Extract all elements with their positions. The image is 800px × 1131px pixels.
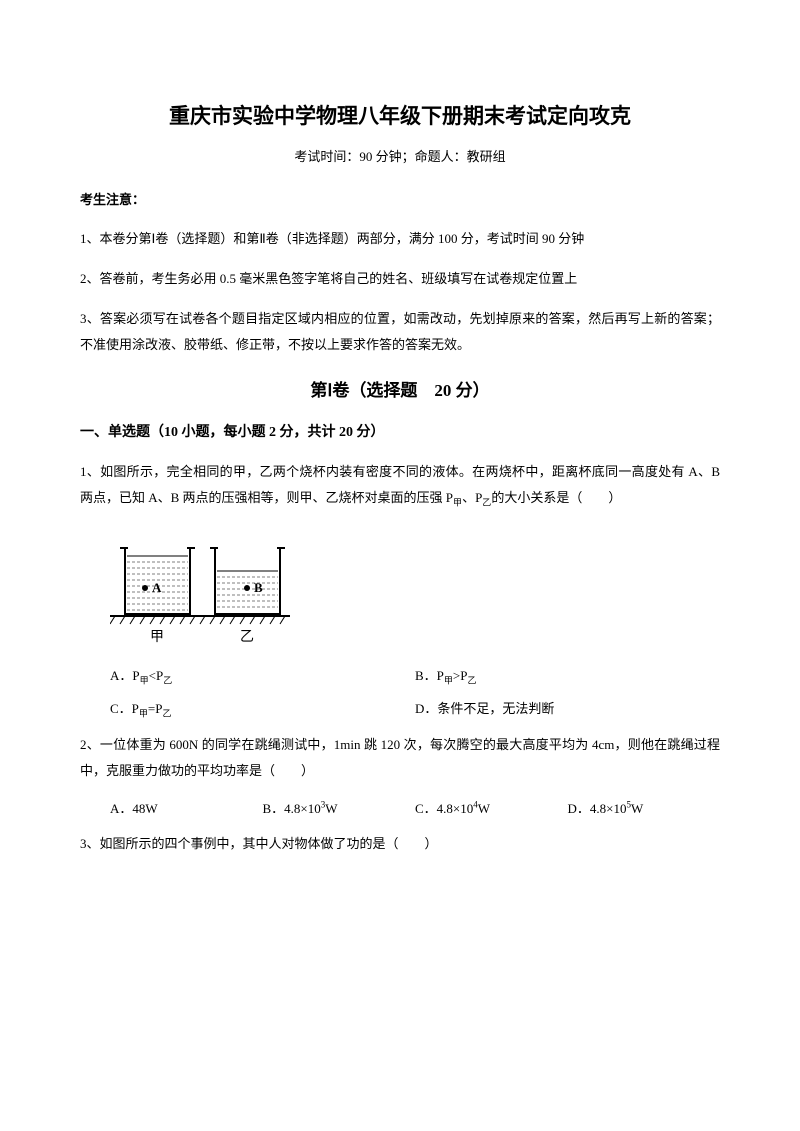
notice-header: 考生注意： [80,189,720,208]
q1-sub-yi: 乙 [482,498,491,508]
q1-option-c: C．P甲=P乙 [110,698,415,720]
question-2: 2、一位体重为 600N 的同学在跳绳测试中，1min 跳 120 次，每次腾空… [80,732,720,784]
q1-options-row-2: C．P甲=P乙 D．条件不足，无法判断 [80,698,720,720]
q1-text-part2: 、P [462,490,482,505]
q2-options: A．48W B．4.8×103W C．4.8×104W D．4.8×105W [80,798,720,817]
q1-option-b: B．P甲>P乙 [415,665,720,687]
beaker-yi: B [210,548,285,614]
beaker-label-yi: 乙 [240,629,254,645]
q1-option-a: A．P甲<P乙 [110,665,415,687]
hatching [110,616,285,624]
question-3: 3、如图所示的四个事例中，其中人对物体做了功的是（ ） [80,831,720,857]
q1-options-row-1: A．P甲<P乙 B．P甲>P乙 [80,665,720,687]
question-1: 1、如图所示，完全相同的甲，乙两个烧杯内装有密度不同的液体。在两烧杯中，距离杯底… [80,459,720,512]
q2-option-c: C．4.8×104W [415,798,568,817]
q2-option-a: A．48W [110,798,263,817]
notice-item-2: 2、答卷前，考生务必用 0.5 毫米黑色签字笔将自己的姓名、班级填写在试卷规定位… [80,266,720,292]
section-1-title: 第Ⅰ卷（选择题 20 分） [80,376,720,401]
point-b-label: B [254,580,263,595]
notice-item-1: 1、本卷分第Ⅰ卷（选择题）和第Ⅱ卷（非选择题）两部分，满分 100 分，考试时间… [80,226,720,252]
q1-option-d: D．条件不足，无法判断 [415,698,720,720]
beaker-diagram: A B 甲 乙 [110,526,720,651]
exam-info: 考试时间：90 分钟；命题人：教研组 [80,146,720,165]
point-a-label: A [152,580,162,595]
q1-text-part1: 1、如图所示，完全相同的甲，乙两个烧杯内装有密度不同的液体。在两烧杯中，距离杯底… [80,464,720,505]
notice-item-3: 3、答案必须写在试卷各个题目指定区域内相应的位置，如需改动，先划掉原来的答案，然… [80,306,720,358]
beaker-label-jia: 甲 [150,630,164,645]
beaker-jia: A [120,548,195,614]
q2-option-b: B．4.8×103W [263,798,416,817]
q1-text-part3: 的大小关系是（ ） [491,490,621,505]
page-title: 重庆市实验中学物理八年级下册期末考试定向攻克 [80,100,720,130]
q2-option-d: D．4.8×105W [568,798,721,817]
q1-sub-jia: 甲 [453,498,462,508]
question-type-header: 一、单选题（10 小题，每小题 2 分，共计 20 分） [80,421,720,441]
